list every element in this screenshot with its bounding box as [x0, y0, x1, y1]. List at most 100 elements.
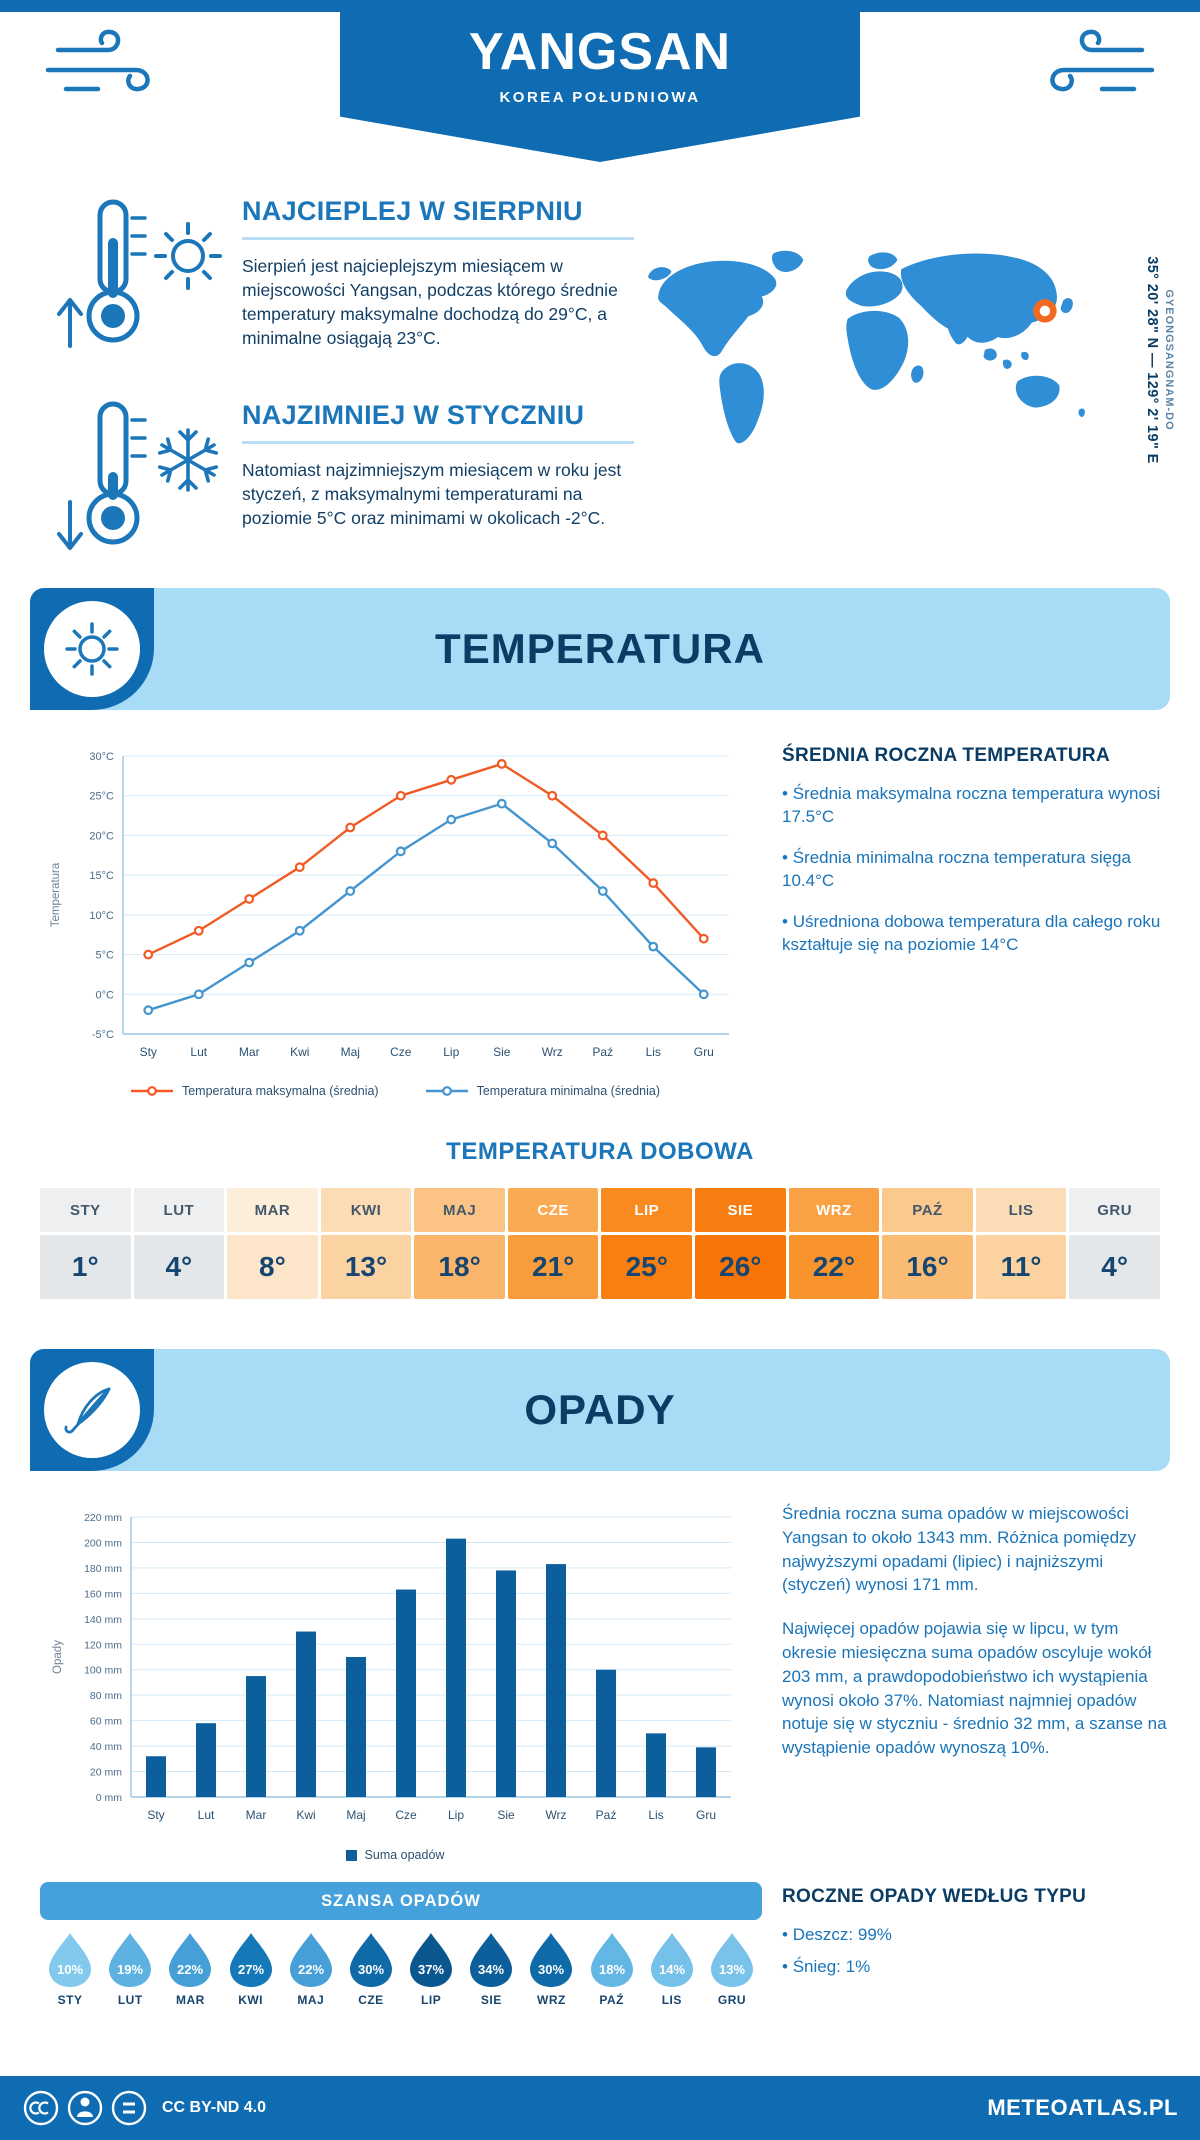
svg-text:60 mm: 60 mm: [90, 1716, 122, 1728]
bar-Sty: [146, 1756, 166, 1797]
precipitation-paragraph: Średnia roczna suma opadów w miejscowośc…: [782, 1504, 1137, 1595]
svg-text:Paź: Paź: [596, 1808, 617, 1822]
svg-text:120 mm: 120 mm: [84, 1639, 122, 1651]
wind-icon: [42, 26, 162, 115]
svg-text:Lut: Lut: [198, 1808, 215, 1822]
droplet-icon: 30%: [349, 1933, 392, 1987]
banner-icon-block: [30, 588, 154, 710]
precipitation-chart: 220 mm 200 mm 180 mm 160 mm 140 mm 120 mm 100 …: [45, 1505, 745, 1842]
daily-table-column: MAR 8°: [227, 1188, 318, 1299]
region-label: GYEONGSANGNAM-DO: [1163, 289, 1176, 431]
svg-text:Mar: Mar: [239, 1045, 260, 1059]
precipitation-type-heading: ROCZNE OPADY WEDŁUG TYPU: [782, 1886, 1087, 1907]
footer: CC BY-ND 4.0 METEOATLAS.PL: [0, 2076, 1200, 2140]
daily-table-value: 16°: [882, 1235, 973, 1299]
chance-month-label: PAŹ: [599, 1993, 624, 2007]
annual-temperature-block: ŚREDNIA ROCZNA TEMPERATURA Średnia maksy…: [782, 745, 1172, 975]
chance-month-label: STY: [57, 1993, 83, 2007]
sun-icon: [44, 601, 140, 697]
svg-text:Maj: Maj: [346, 1808, 365, 1822]
svg-text:Mar: Mar: [246, 1808, 267, 1822]
license-label: CC BY-ND 4.0: [162, 2099, 267, 2116]
chance-drop: 30% CZE: [341, 1930, 401, 2007]
bar-Lis: [646, 1733, 666, 1797]
svg-text:Sie: Sie: [497, 1808, 515, 1822]
svg-text:Gru: Gru: [696, 1808, 716, 1822]
daily-table-column: LIS 11°: [975, 1188, 1067, 1299]
droplet-icon: 19%: [109, 1933, 152, 1987]
map-coordinates: GYEONGSANGNAM-DO 35° 20' 28" N — 129° 2'…: [1138, 185, 1182, 535]
umbrella-icon: [44, 1362, 140, 1458]
svg-text:40 mm: 40 mm: [90, 1741, 122, 1753]
svg-text:34%: 34%: [478, 1962, 504, 1977]
svg-text:Paź: Paź: [592, 1045, 613, 1059]
daily-table-value: 22°: [788, 1235, 880, 1299]
chance-drop: 14% LIS: [642, 1930, 702, 2007]
legend-label: Temperatura minimalna (średnia): [476, 1084, 660, 1098]
daily-table-column: PAŹ 16°: [882, 1188, 973, 1299]
chance-month-label: SIE: [480, 1993, 502, 2007]
daily-table-month: SIE: [695, 1188, 786, 1232]
svg-text:0°C: 0°C: [96, 989, 115, 1001]
svg-text:140 mm: 140 mm: [84, 1614, 122, 1626]
bar-Mar: [246, 1676, 266, 1797]
temperature-banner: TEMPERATURA: [30, 588, 1170, 710]
daily-table-value: 4°: [1069, 1235, 1160, 1299]
droplet-icon: 22%: [289, 1933, 332, 1987]
chance-drop: 22% MAR: [160, 1930, 220, 2007]
svg-text:Gru: Gru: [694, 1045, 714, 1059]
daily-table-month: LUT: [133, 1188, 225, 1232]
cold-text: Natomiast najzimniejszym miesiącem w rok…: [242, 460, 622, 529]
bar-Cze: [396, 1589, 416, 1797]
svg-text:Opady: Opady: [52, 1640, 64, 1674]
legend-square-marker: [345, 1849, 357, 1861]
svg-text:22%: 22%: [177, 1962, 203, 1977]
daily-table-column: WRZ 22°: [788, 1188, 880, 1299]
svg-text:Maj: Maj: [341, 1045, 360, 1059]
legend-line-marker: [130, 1086, 173, 1096]
world-map: [648, 198, 1118, 523]
bar-Lip: [446, 1538, 466, 1797]
chance-drop: 22% MAJ: [281, 1930, 341, 2007]
precipitation-banner-title: OPADY: [524, 1386, 676, 1433]
chance-month-label: LIS: [661, 1993, 682, 2007]
precipitation-banner: OPADY: [30, 1349, 1170, 1471]
page-subtitle: KOREA POŁUDNIOWA: [499, 89, 701, 106]
daily-table-month: LIS: [975, 1188, 1067, 1232]
daily-table-month: KWI: [320, 1188, 412, 1232]
chance-month-label: LIP: [421, 1993, 442, 2007]
daily-table-value: 21°: [507, 1235, 599, 1299]
bar-Kwi: [296, 1631, 316, 1797]
svg-text:Kwi: Kwi: [296, 1808, 315, 1822]
bar-Maj: [346, 1657, 366, 1797]
svg-text:5°C: 5°C: [96, 950, 115, 962]
svg-text:14%: 14%: [659, 1962, 685, 1977]
daily-table-month: PAŹ: [882, 1188, 973, 1232]
chance-drop: 18% PAŹ: [582, 1930, 642, 2007]
precipitation-type-bullet: Deszcz: 99%: [782, 1924, 1172, 1947]
chance-month-label: MAJ: [297, 1993, 325, 2007]
svg-text:Lip: Lip: [448, 1808, 464, 1822]
daily-table-value: 1°: [40, 1235, 131, 1299]
droplet-icon: 22%: [169, 1933, 212, 1987]
chance-drop: 10% STY: [40, 1930, 100, 2007]
annual-bullet: Uśredniona dobowa temperatura dla całego…: [782, 911, 1172, 957]
legend-line-marker: [425, 1086, 468, 1096]
daily-table-column: SIE 26°: [695, 1188, 786, 1299]
legend-item: Temperatura minimalna (średnia): [425, 1084, 660, 1098]
svg-text:0 mm: 0 mm: [96, 1792, 123, 1804]
svg-text:Wrz: Wrz: [542, 1045, 563, 1059]
banner-icon-block: [30, 1349, 154, 1471]
droplet-icon: 13%: [710, 1933, 753, 1987]
svg-text:22%: 22%: [298, 1962, 324, 1977]
droplet-icon: 34%: [470, 1933, 513, 1987]
annual-bullet: Średnia maksymalna roczna temperatura wy…: [782, 783, 1172, 829]
warm-section: NAJCIEPLEJ W SIERPNIU Sierpień jest najc…: [242, 196, 634, 351]
chance-drop: 34% SIE: [461, 1930, 521, 2007]
svg-text:Wrz: Wrz: [545, 1808, 566, 1822]
droplet-icon: 18%: [590, 1933, 633, 1987]
chance-month-label: MAR: [176, 1993, 205, 2007]
daily-table-value: 8°: [227, 1235, 318, 1299]
svg-text:20 mm: 20 mm: [90, 1767, 122, 1779]
chance-drop: 13% GRU: [702, 1930, 762, 2007]
